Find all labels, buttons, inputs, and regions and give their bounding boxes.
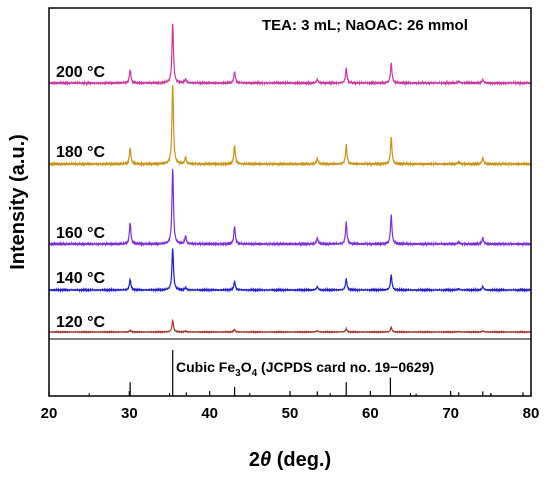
x-tick-label: 30 [121,405,138,422]
x-tick-label: 80 [523,405,540,422]
x-axis-ticks: 20 30 40 50 60 70 80 [41,391,540,422]
x-tick-label: 20 [41,405,58,422]
x-axis-title: 2θ (deg.) [249,449,331,471]
series-label-160c: 160 °C [56,225,106,242]
xrd-pattern-140c [48,248,532,294]
xrd-pattern-180c [48,84,532,168]
series-label-200c: 200 °C [56,64,106,81]
series-label-180c: 180 °C [56,144,106,161]
x-tick-label: 50 [282,405,299,422]
y-axis-title: Intensity (a.u.) [7,134,29,270]
x-tick-label: 60 [362,405,379,422]
condition-label: TEA: 3 mL; NaOAC: 26 mmol [262,17,468,34]
series-label-140c: 140 °C [56,270,106,287]
plot-frame [48,7,532,397]
x-tick-label: 40 [201,405,218,422]
xrd-pattern-120c [48,318,532,335]
series-label-120c: 120 °C [56,314,106,331]
x-tick-label: 70 [442,405,459,422]
reference-label: Cubic Fe3O4 (JCPDS card no. 19−0629) [176,359,434,379]
temperature-labels: 120 °C 140 °C 160 °C 180 °C 200 °C [56,64,106,331]
xrd-pattern-160c [48,168,532,248]
xrd-pattern-200c [48,23,532,87]
xrd-patterns [48,23,532,335]
